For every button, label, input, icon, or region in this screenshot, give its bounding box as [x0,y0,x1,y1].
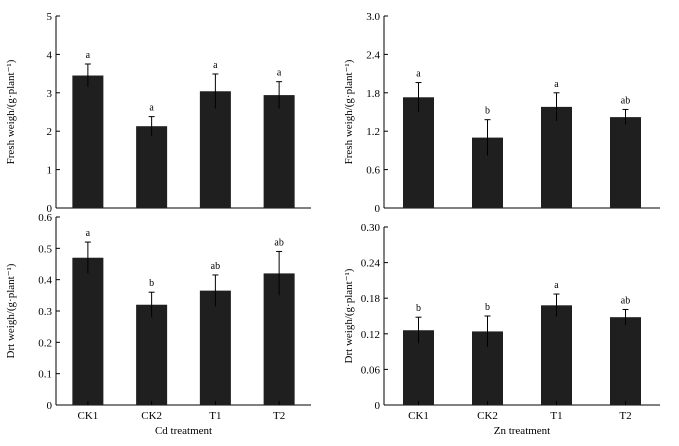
y-tick-label: 0.30 [361,222,381,234]
y-axis-label: Fresh weigh/(g·plant⁻¹) [5,59,17,164]
significance-letter: b [416,303,421,314]
y-tick-label: 3 [47,88,53,100]
y-tick-label: 5 [47,11,53,23]
y-tick-label: 3.0 [366,11,380,23]
significance-letter: a [149,103,154,114]
significance-letter: ab [274,237,283,248]
category-label: T1 [209,410,221,422]
bar-T1 [199,290,231,405]
y-tick-label: 0.6 [366,165,380,177]
chart-panel-top-left: 0 1 2 3 4 5 Fresh weigh/(g·plant⁻¹) a a a a [5,11,311,215]
y-tick-label: 0.6 [38,212,52,224]
significance-letter: a [554,280,559,291]
y-tick-label: 0.12 [361,329,380,341]
significance-letter: b [149,278,154,289]
category-label: T2 [619,410,631,422]
chart-panel-bottom-left: 0 0.1 0.2 0.3 0.4 0.5 0.6 Drt weigh/(g·plant⁻¹)… [5,212,311,437]
category-label: CK2 [141,410,162,422]
category-label: T2 [273,410,285,422]
bar-CK1 [72,257,104,405]
chart-panel-bottom-right: 0 0.06 0.12 0.18 0.24 0.30 Drt weigh/(g·plant⁻… [343,222,660,437]
significance-letter: b [485,106,490,117]
significance-letter: a [554,79,559,90]
bar-CK1 [72,75,104,209]
significance-letter: a [213,60,218,71]
y-tick-label: 2.4 [366,49,380,61]
y-tick-label: 0.5 [38,243,52,255]
significance-letter: a [86,228,91,239]
y-axis-label: Fresh weigh/(g·plant⁻¹) [343,59,355,164]
bar-T2 [263,95,295,208]
significance-letter: a [416,69,421,80]
chart-panel-top-right: 0 0.6 1.2 1.8 2.4 3.0 Fresh weigh/(g·plant⁻¹) a… [343,11,660,215]
x-axis-label: Cd treatment [155,425,212,437]
y-tick-label: 0.1 [38,369,52,381]
bar-T1 [541,106,572,208]
y-tick-label: 1.8 [366,88,380,100]
bar-T2 [610,317,641,405]
significance-letter: a [277,68,282,79]
significance-letter: ab [211,261,220,272]
y-tick-label: 0 [375,203,381,215]
bar-CK2 [136,126,168,208]
y-tick-label: 0.18 [361,293,381,305]
bar-CK2 [136,304,168,405]
y-tick-label: 4 [47,49,53,61]
y-tick-label: 0.06 [361,364,381,376]
category-label: T1 [550,410,562,422]
y-tick-label: 2 [47,126,53,138]
significance-letter: ab [621,95,630,106]
y-tick-label: 1 [47,165,53,177]
category-label: CK1 [408,410,429,422]
bar-CK1 [403,97,434,208]
category-label: CK1 [77,410,98,422]
category-label: CK2 [477,410,498,422]
y-axis-label: Drt weigh/(g·plant⁻¹) [5,263,17,358]
y-tick-label: 0.3 [38,306,52,318]
significance-letter: a [86,50,91,61]
bar-T1 [199,91,231,208]
y-tick-label: 0 [47,400,53,412]
y-tick-label: 0 [47,203,53,215]
bar-T2 [610,117,641,208]
y-tick-label: 0 [375,400,381,412]
y-tick-label: 1.2 [366,126,380,138]
bar-T1 [541,305,572,405]
y-tick-label: 0.24 [361,258,381,270]
y-tick-label: 0.2 [38,337,52,349]
y-axis-label: Drt weigh/(g·plant⁻¹) [343,268,355,363]
significance-letter: b [485,302,490,313]
y-tick-label: 0.4 [38,275,52,287]
x-axis-label: Zn treatment [494,425,551,437]
significance-letter: ab [621,295,630,306]
